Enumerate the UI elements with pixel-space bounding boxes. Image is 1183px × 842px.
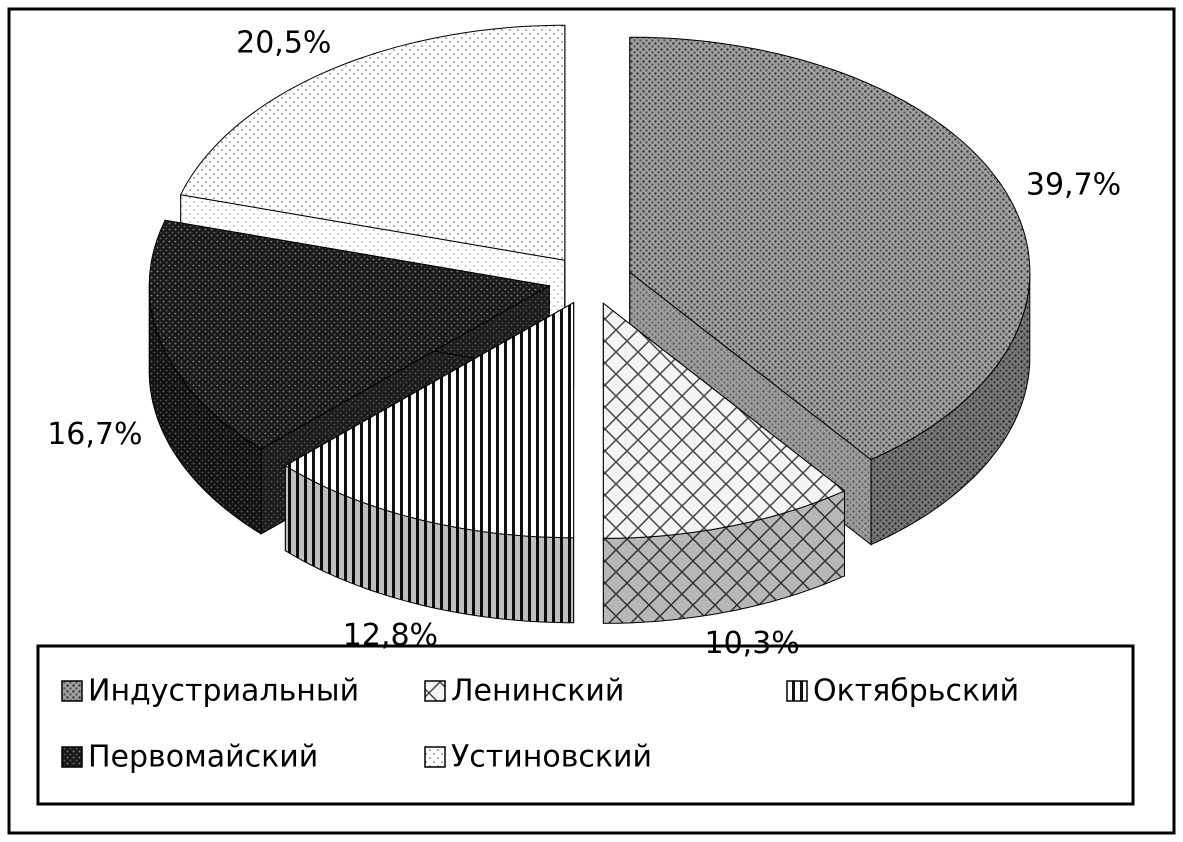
- slice-side-shade: [149, 285, 262, 534]
- slice: [602, 302, 846, 539]
- data-label: 16,7%: [47, 417, 142, 452]
- slice-side-shade: [603, 490, 845, 624]
- legend-swatch: [424, 680, 446, 702]
- legend-swatch: [61, 680, 83, 702]
- slice: [179, 24, 566, 261]
- slice-side-shade: [285, 465, 574, 623]
- slice: [284, 301, 575, 539]
- legend-swatch: [61, 746, 83, 768]
- legend-label: Первомайский: [88, 740, 318, 775]
- legend-swatch: [424, 746, 446, 768]
- slice: [148, 219, 551, 450]
- data-label: 39,7%: [1026, 168, 1121, 203]
- legend-label: Индустриальный: [88, 674, 359, 709]
- slice: [629, 36, 1031, 461]
- legend-label: Ленинский: [451, 674, 624, 709]
- data-label: 10,3%: [705, 626, 800, 661]
- legend-label: Октябрьский: [813, 674, 1019, 709]
- legend-box: [36, 644, 1135, 806]
- data-label: 20,5%: [236, 26, 331, 61]
- data-label: 12,8%: [343, 618, 438, 653]
- slice-side-shade: [871, 272, 1030, 545]
- legend-swatch: [786, 680, 808, 702]
- legend-label: Устиновский: [451, 740, 652, 775]
- slice: [284, 301, 575, 624]
- slice: [602, 302, 846, 624]
